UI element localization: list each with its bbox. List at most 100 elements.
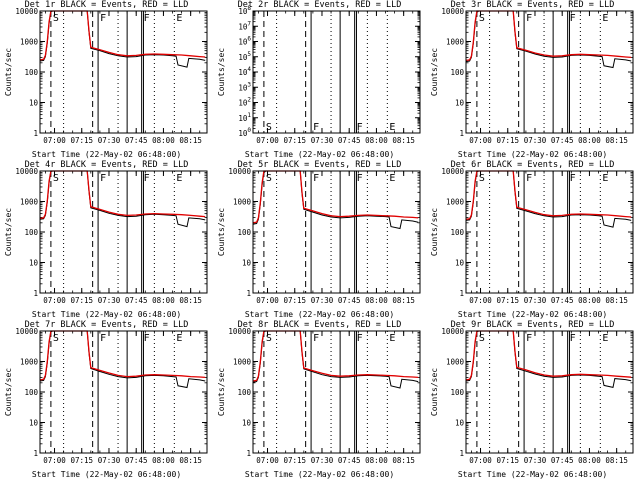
plot-frame <box>39 330 208 454</box>
chart-plot: Counts/sec 100 101 102 103 104 105 106 107 108 07:… <box>217 5 421 145</box>
event-marker-label: E <box>176 13 182 24</box>
x-tick-label: 08:00 <box>578 296 601 305</box>
x-tick-label: 07:45 <box>551 296 574 305</box>
chart-plot: Counts/sec 1 10 100 1000 10000 07:00 07:15 07:30… <box>4 167 208 305</box>
x-axis-label: Start Time (22-May-02 06:48:00) <box>244 310 395 319</box>
event-marker-label: F <box>144 173 150 184</box>
x-tick-label: 08:00 <box>578 136 601 145</box>
x-tick-label: 07:30 <box>98 456 121 465</box>
chart-panel: Det 8r BLACK = Events, RED = LLD Counts/… <box>213 320 426 480</box>
y-tick-label: 1 <box>246 449 251 458</box>
y-tick-label: 102 <box>238 97 251 108</box>
y-axis-label: Counts/sec <box>4 368 13 416</box>
event-marker-label: S <box>266 122 272 133</box>
y-tick-label: 1 <box>33 129 38 138</box>
lld-series-line <box>465 170 632 220</box>
x-axis-label: Start Time (22-May-02 06:48:00) <box>31 310 182 319</box>
y-tick-label: 10 <box>455 259 465 268</box>
event-marker-label: E <box>602 13 608 24</box>
y-tick-label: 10 <box>455 99 465 108</box>
lld-series-line <box>465 10 632 62</box>
event-marker-label: F <box>570 13 576 24</box>
event-marker-label: F <box>526 333 532 344</box>
plot-frame <box>252 10 421 134</box>
x-tick-label: 08:15 <box>605 296 628 305</box>
y-tick-label: 100 <box>24 228 38 237</box>
y-axis-label: Counts/sec <box>430 208 439 256</box>
x-tick-label: 08:15 <box>392 296 415 305</box>
event-marker-label: S <box>266 333 272 344</box>
x-tick-label: 07:15 <box>70 456 93 465</box>
x-tick-label: 07:45 <box>125 456 148 465</box>
event-marker-label: S <box>53 333 59 344</box>
x-tick-label: 08:15 <box>392 136 415 145</box>
event-marker-label: F <box>144 13 150 24</box>
x-tick-label: 07:45 <box>338 456 361 465</box>
lld-series-line <box>39 330 206 381</box>
x-tick-label: 07:15 <box>70 136 93 145</box>
x-tick-label: 07:45 <box>338 296 361 305</box>
x-tick-label: 08:00 <box>365 136 388 145</box>
y-tick-label: 10 <box>242 259 252 268</box>
event-marker-label: F <box>357 122 363 133</box>
y-tick-label: 108 <box>238 5 251 16</box>
y-tick-label: 100 <box>24 68 38 77</box>
x-tick-label: 07:15 <box>496 456 519 465</box>
x-tick-label: 07:30 <box>98 296 121 305</box>
y-tick-label: 100 <box>238 127 251 138</box>
y-tick-label: 106 <box>238 36 251 47</box>
y-tick-label: 1 <box>246 289 251 298</box>
y-tick-label: 100 <box>450 388 464 397</box>
y-tick-label: 1 <box>33 289 38 298</box>
event-marker-label: F <box>100 333 106 344</box>
event-marker-label: F <box>313 333 319 344</box>
chart-title: Det 9r BLACK = Events, RED = LLD <box>450 320 615 330</box>
x-axis-label: Start Time (22-May-02 06:48:00) <box>31 150 182 159</box>
plot-frame <box>465 170 634 294</box>
y-tick-label: 1 <box>459 449 464 458</box>
plot-frame <box>465 330 634 454</box>
x-tick-label: 08:00 <box>365 296 388 305</box>
y-tick-label: 1000 <box>446 358 465 367</box>
event-marker-label: S <box>479 13 485 24</box>
event-marker-label: F <box>313 122 319 133</box>
y-tick-label: 10000 <box>15 327 38 336</box>
x-tick-label: 08:15 <box>179 136 202 145</box>
y-tick-label: 10 <box>29 99 39 108</box>
y-tick-label: 10000 <box>15 167 38 176</box>
y-tick-label: 1000 <box>446 198 465 207</box>
event-marker-label: F <box>570 173 576 184</box>
x-axis-label: Start Time (22-May-02 06:48:00) <box>457 150 608 159</box>
y-tick-label: 10000 <box>228 327 251 336</box>
x-tick-label: 08:15 <box>605 456 628 465</box>
x-tick-label: 07:30 <box>524 136 547 145</box>
x-axis-label: Start Time (22-May-02 06:48:00) <box>457 310 608 319</box>
x-tick-label: 07:00 <box>469 136 492 145</box>
event-marker-label: S <box>266 173 272 184</box>
y-tick-label: 10 <box>29 259 39 268</box>
x-tick-label: 07:15 <box>283 456 306 465</box>
x-tick-label: 07:00 <box>43 136 66 145</box>
event-marker-label: S <box>53 13 59 24</box>
event-marker-label: S <box>479 333 485 344</box>
y-tick-label: 10 <box>455 419 465 428</box>
x-tick-label: 08:00 <box>152 136 175 145</box>
event-marker-label: F <box>526 13 532 24</box>
chart-title: Det 7r BLACK = Events, RED = LLD <box>24 320 189 330</box>
chart-plot: Counts/sec 1 10 100 1000 10000 07:00 07:15 07:30… <box>430 167 634 305</box>
lld-series-line <box>252 170 419 224</box>
chart-title: Det 2r BLACK = Events, RED = LLD <box>237 0 402 10</box>
chart-plot: Counts/sec 1 10 100 1000 10000 07:00 07:15 07:30… <box>4 7 208 145</box>
y-tick-label: 103 <box>238 81 251 92</box>
plot-frame <box>252 330 421 454</box>
x-tick-label: 07:30 <box>311 136 334 145</box>
event-marker-label: S <box>53 173 59 184</box>
y-tick-label: 1 <box>459 129 464 138</box>
x-tick-label: 08:15 <box>392 456 415 465</box>
y-tick-label: 1000 <box>446 38 465 47</box>
y-tick-label: 101 <box>238 112 251 123</box>
x-tick-label: 07:15 <box>283 296 306 305</box>
event-marker-label: E <box>602 173 608 184</box>
x-tick-label: 08:00 <box>152 456 175 465</box>
